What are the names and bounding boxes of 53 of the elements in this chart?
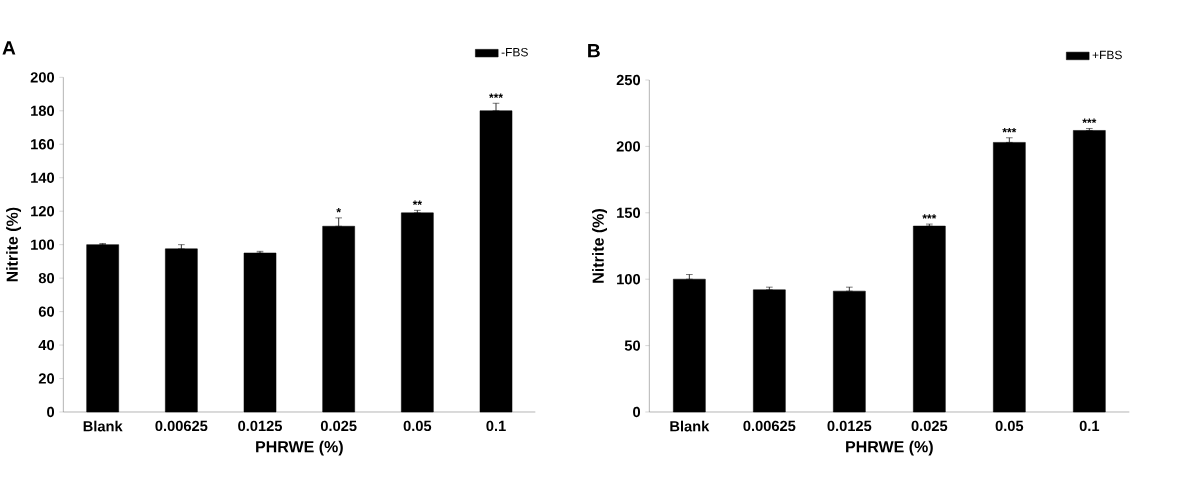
y-tick-label: 140 — [31, 172, 55, 184]
y-tick-label: 200 — [30, 72, 55, 83]
bar — [673, 279, 706, 413]
bar — [833, 291, 866, 413]
y-tick-label: 40 — [38, 340, 55, 351]
x-tick-label: 0.1 — [486, 420, 506, 432]
y-tick-label: 120 — [31, 206, 55, 217]
y-axis-title: Nitrite (%) — [6, 207, 22, 282]
x-axis-title: PHRWE (%) — [256, 440, 343, 456]
y-tick-label: 50 — [624, 340, 641, 351]
y-tick-label: 160 — [31, 139, 55, 150]
x-tick-label: 0.025 — [320, 420, 357, 432]
y-tick-label: 250 — [616, 75, 641, 86]
legend-label: +FBS — [1092, 50, 1122, 60]
bar — [1073, 130, 1106, 413]
x-tick-label: Blank — [83, 420, 123, 432]
x-tick-label: 0.0125 — [827, 420, 872, 432]
annotation: *** — [1082, 118, 1097, 124]
y-tick-label: 20 — [38, 373, 55, 384]
y-tick-label: 0 — [47, 406, 55, 418]
bar — [993, 142, 1026, 413]
x-tick-label: Blank — [670, 420, 710, 432]
y-tick-label: 80 — [38, 273, 55, 284]
x-tick-label: 0.05 — [995, 420, 1024, 432]
x-tick-label: 0.1 — [1079, 420, 1100, 432]
x-tick-label: 0.00625 — [155, 420, 208, 432]
annotation: * — [336, 208, 342, 213]
chart-title: A — [2, 41, 16, 55]
x-tick-label: 0.025 — [911, 420, 948, 432]
y-tick-label: 100 — [617, 274, 641, 285]
y-axis-title: Nitrite (%) — [592, 209, 608, 283]
annotation: ** — [412, 200, 422, 206]
x-tick-label: 0.00625 — [743, 420, 796, 432]
y-tick-label: 150 — [617, 207, 641, 219]
chart-title: B — [588, 44, 600, 58]
y-tick-label: 100 — [31, 239, 55, 251]
x-tick-label: 0.05 — [403, 420, 432, 432]
x-tick-label: 0.0125 — [238, 420, 283, 432]
y-tick-label: 0 — [633, 406, 641, 418]
x-axis-title: PHRWE (%) — [846, 440, 933, 456]
bar — [401, 212, 434, 413]
y-tick-label: 180 — [31, 105, 55, 117]
bar — [165, 248, 198, 413]
annotation: *** — [922, 214, 937, 219]
y-tick-label: 60 — [38, 306, 55, 317]
legend-label: -FBS — [501, 48, 528, 57]
annotation: *** — [1002, 128, 1017, 133]
bar — [86, 244, 119, 413]
bar — [753, 289, 786, 413]
annotation: *** — [489, 93, 503, 99]
bar — [243, 252, 277, 413]
bar — [913, 225, 946, 413]
y-tick-label: 200 — [616, 141, 641, 152]
